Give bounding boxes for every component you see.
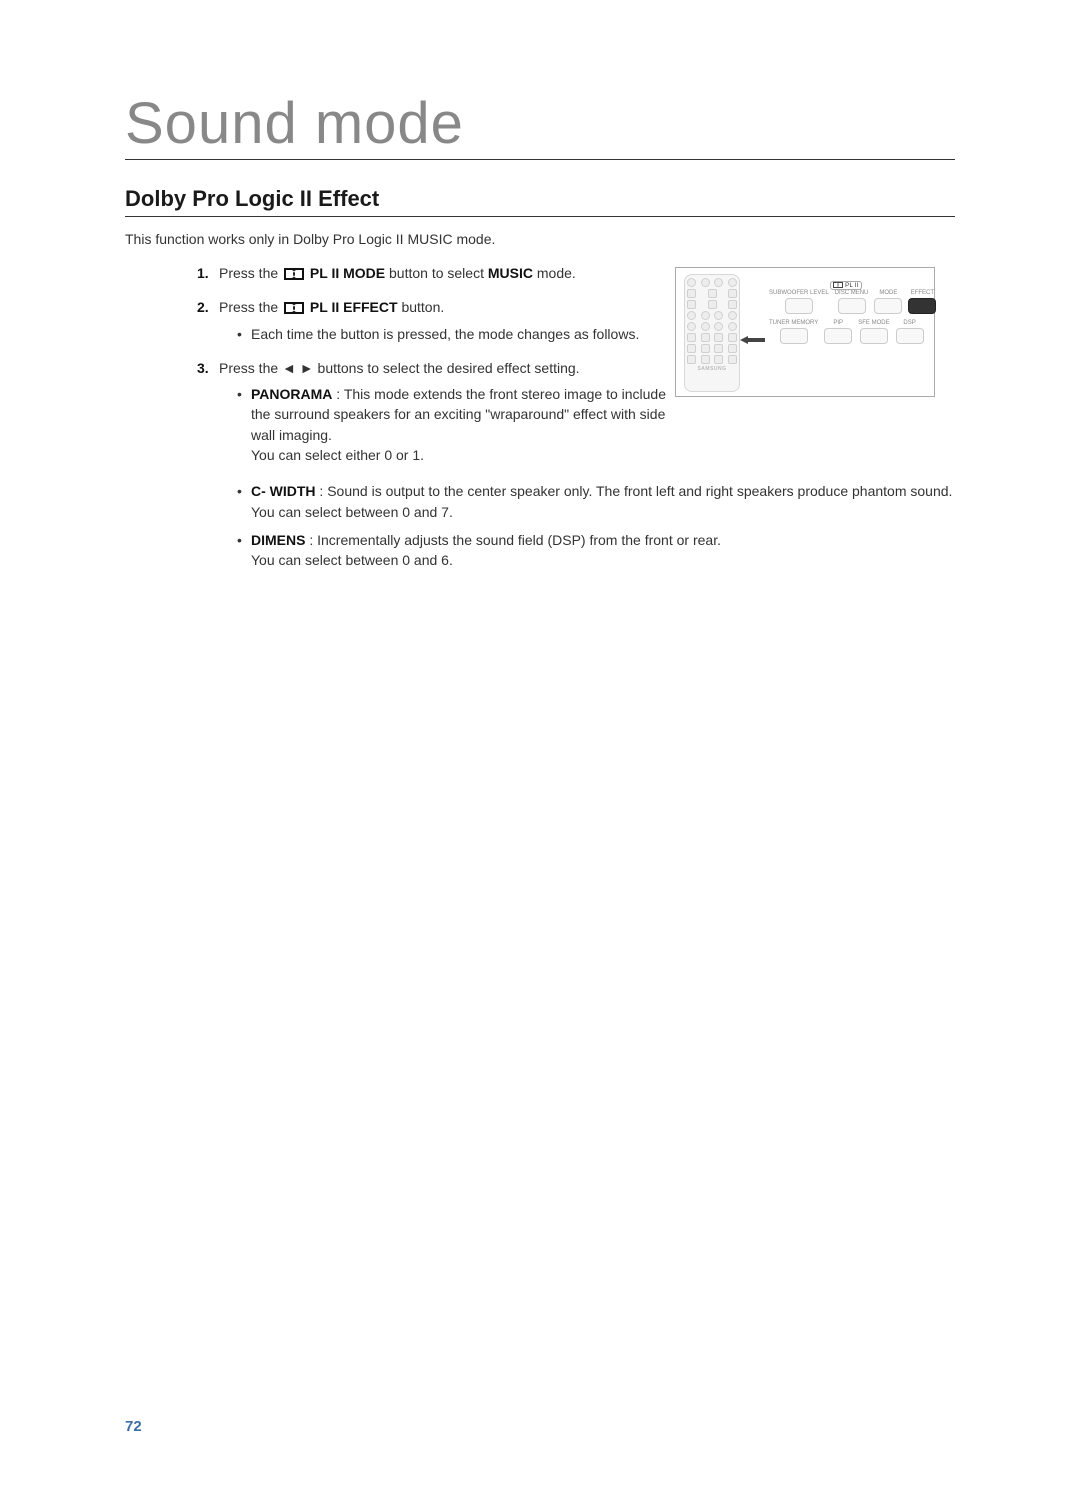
- remote-diagram: SAMSUNG SUBWOOFER LEVEL DISC MENU: [675, 267, 935, 397]
- step-2-post: button.: [401, 299, 444, 315]
- intro-text: This function works only in Dolby Pro Lo…: [125, 231, 955, 247]
- btn-pip: PIP: [824, 320, 852, 344]
- cwidth-desc: : Sound is output to the center speaker …: [316, 483, 953, 499]
- step-3-sublist: PANORAMA : This mode extends the front s…: [219, 384, 675, 465]
- left-right-arrows-icon: ◄ ►: [282, 360, 314, 376]
- steps-list: Press the PL II MODE button to select MU…: [197, 263, 675, 465]
- step-2-sub: Each time the button is pressed, the mod…: [237, 324, 675, 344]
- step-1-post: mode.: [537, 265, 576, 281]
- cwidth-name: C- WIDTH: [251, 483, 316, 499]
- dolby-icon: [284, 302, 304, 314]
- step-1-mode-label: PL II MODE: [310, 265, 385, 281]
- btn-tuner-memory: TUNER MEMORY: [769, 320, 818, 344]
- effects-continued: C- WIDTH : Sound is output to the center…: [125, 481, 955, 570]
- cwidth-range: You can select between 0 and 7.: [251, 504, 453, 520]
- step-1-music: MUSIC: [488, 265, 533, 281]
- btn-sfe-mode-label: SFE MODE: [858, 320, 889, 327]
- btn-dsp: DSP: [896, 320, 924, 344]
- step-2: Press the PL II EFFECT button. Each time…: [197, 297, 675, 344]
- step-1: Press the PL II MODE button to select MU…: [197, 263, 675, 283]
- btn-plii-mode-label: MODE: [879, 290, 897, 297]
- btn-sfe-mode: SFE MODE: [858, 320, 889, 344]
- effect-cwidth: C- WIDTH : Sound is output to the center…: [237, 481, 955, 522]
- btn-plii-mode: MODE: [874, 290, 902, 314]
- remote-outline: SAMSUNG: [684, 274, 740, 392]
- panorama-name: PANORAMA: [251, 386, 332, 402]
- page-title: Sound mode: [125, 90, 955, 160]
- button-row-2: TUNER MEMORY PIP SFE MODE DSP: [766, 320, 926, 344]
- btn-subwoofer: SUBWOOFER LEVEL: [769, 290, 829, 314]
- step-1-mid: button to select: [389, 265, 488, 281]
- dimens-name: DIMENS: [251, 532, 305, 548]
- button-panel: SUBWOOFER LEVEL DISC MENU PL II M: [766, 290, 926, 350]
- btn-disc-menu-label: DISC MENU: [835, 290, 869, 297]
- btn-dsp-label: DSP: [903, 320, 915, 327]
- step-3-post: buttons to select the desired effect set…: [318, 360, 580, 376]
- effect-panorama: PANORAMA : This mode extends the front s…: [237, 384, 675, 465]
- step-2-sublist: Each time the button is pressed, the mod…: [219, 324, 675, 344]
- dimens-range: You can select between 0 and 6.: [251, 552, 453, 568]
- btn-plii-effect: EFFECT: [908, 290, 936, 314]
- step-3-pre: Press the: [219, 360, 282, 376]
- content-row: Press the PL II MODE button to select MU…: [125, 263, 955, 479]
- btn-plii-effect-label: EFFECT: [911, 290, 934, 297]
- plii-group: PL II MODE EFFECT: [871, 290, 939, 314]
- section-heading: Dolby Pro Logic II Effect: [125, 186, 955, 217]
- btn-pip-label: PIP: [833, 320, 843, 327]
- button-row-1: SUBWOOFER LEVEL DISC MENU PL II M: [766, 290, 926, 314]
- plii-text: PL II: [845, 283, 859, 289]
- step-2-effect-label: PL II EFFECT: [310, 299, 398, 315]
- step-2-pre: Press the: [219, 299, 282, 315]
- plii-group-label: PL II: [766, 282, 926, 289]
- btn-disc-menu: DISC MENU: [835, 290, 869, 314]
- effect-dimens: DIMENS : Incrementally adjusts the sound…: [237, 530, 955, 571]
- step-1-pre: Press the: [219, 265, 282, 281]
- effects-list-wide: C- WIDTH : Sound is output to the center…: [197, 481, 955, 570]
- step-3: Press the ◄ ► buttons to select the desi…: [197, 358, 675, 465]
- instructions-column: Press the PL II MODE button to select MU…: [125, 263, 675, 479]
- dimens-desc: : Incrementally adjusts the sound field …: [305, 532, 721, 548]
- btn-tuner-memory-label: TUNER MEMORY: [769, 320, 818, 327]
- page-number: 72: [125, 1418, 142, 1435]
- diagram-column: SAMSUNG SUBWOOFER LEVEL DISC MENU: [675, 263, 955, 397]
- dolby-icon: [284, 268, 304, 280]
- pointer-arrow-icon: [740, 332, 766, 340]
- remote-brand-label: SAMSUNG: [687, 366, 737, 372]
- panorama-range: You can select either 0 or 1.: [251, 447, 424, 463]
- btn-subwoofer-label: SUBWOOFER LEVEL: [769, 290, 829, 297]
